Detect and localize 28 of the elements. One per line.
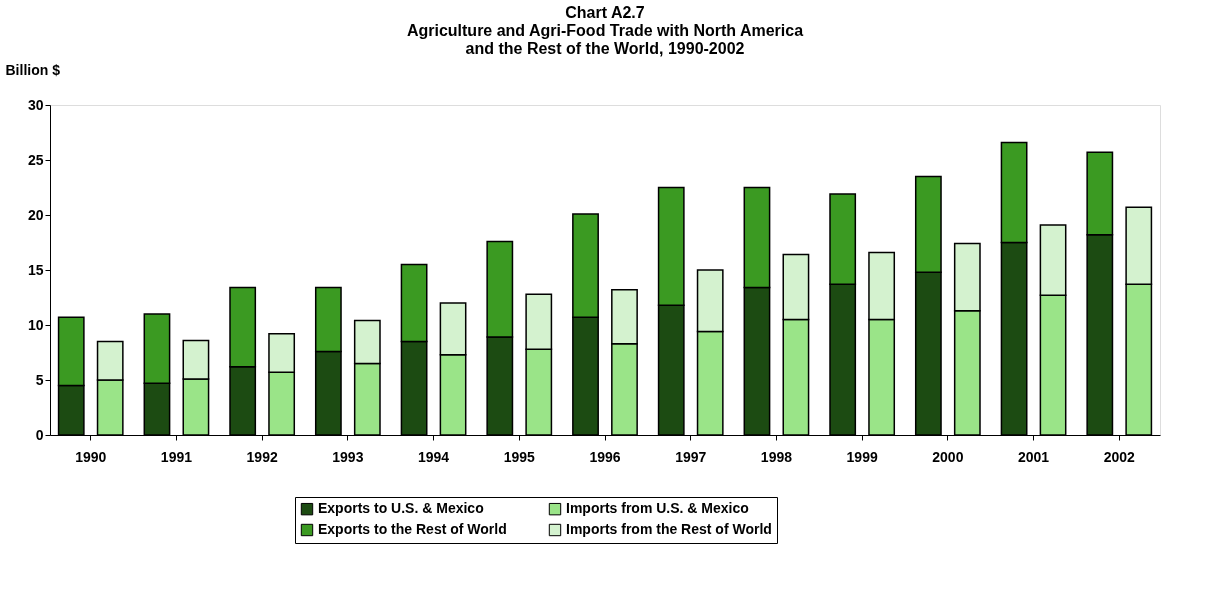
- text: Agriculture and Agri-Food Trade with North America: [406, 22, 804, 39]
- y-tick-label: 30: [27, 96, 44, 113]
- y-tick-label: 10: [27, 316, 44, 333]
- y-tick-label: 25: [27, 151, 44, 168]
- x-tick-label: 1997: [675, 448, 707, 465]
- x-tick-label: 1999: [846, 448, 878, 465]
- x-tick-label: 1996: [589, 448, 621, 465]
- text: Chart A2.7: [565, 4, 645, 21]
- x-tick-label: 1998: [760, 448, 793, 465]
- legend-label: Imports from the Rest of World: [566, 521, 772, 537]
- x-tick-label: 1995: [503, 448, 536, 465]
- legend-label: Imports from U.S. & Mexico: [566, 500, 749, 517]
- x-tick-label: 2001: [1017, 448, 1050, 465]
- y-tick-label: 20: [27, 206, 44, 223]
- x-tick-label: 1994: [417, 448, 450, 465]
- x-tick-label: 1991: [160, 448, 193, 465]
- y-tick-label: 15: [27, 261, 44, 278]
- legend-label: Exports to the Rest of World: [318, 521, 507, 537]
- legend-label: Exports to U.S. & Mexico: [318, 500, 484, 517]
- text: and the Rest of the World, 1990-2002: [465, 40, 745, 57]
- y-tick-label: 0: [35, 426, 44, 443]
- y-tick-label: 5: [35, 371, 44, 388]
- y-axis-title: Billion $: [5, 61, 61, 78]
- x-tick-label: 1992: [246, 448, 278, 465]
- x-tick-label: 2002: [1103, 448, 1136, 465]
- x-tick-label: 2000: [932, 448, 964, 465]
- x-tick-label: 1990: [75, 448, 107, 465]
- x-tick-label: 1993: [332, 448, 364, 465]
